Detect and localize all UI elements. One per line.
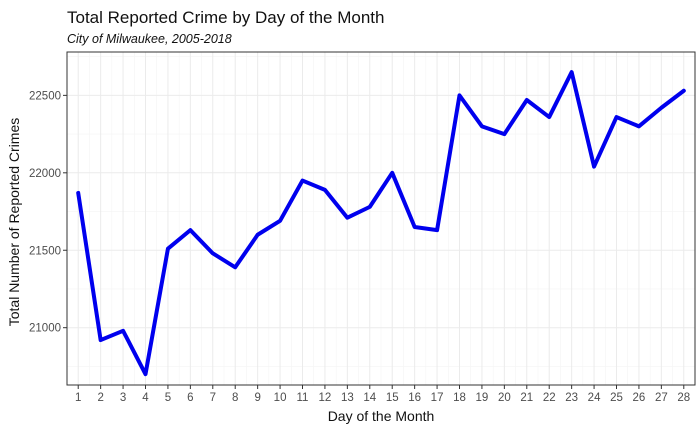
x-tick-label: 26 xyxy=(633,392,646,404)
x-tick-label: 28 xyxy=(677,392,690,404)
x-tick-label: 22 xyxy=(543,392,556,404)
x-tick-label: 4 xyxy=(142,392,149,404)
x-tick-label: 15 xyxy=(386,392,399,404)
y-tick-label: 21500 xyxy=(29,245,61,257)
plot-area xyxy=(66,51,696,386)
y-tick-label: 22500 xyxy=(29,90,61,102)
x-tick-label: 13 xyxy=(341,392,354,404)
x-tick-label: 7 xyxy=(210,392,216,404)
x-tick-label: 1 xyxy=(75,392,81,404)
x-tick-label: 19 xyxy=(476,392,489,404)
x-tick-label: 25 xyxy=(610,392,623,404)
minor-gridlines xyxy=(67,52,695,385)
x-axis-title: Day of the Month xyxy=(328,408,435,424)
x-tick-label: 10 xyxy=(274,392,287,404)
x-tick-label: 16 xyxy=(408,392,421,404)
x-tick-label: 2 xyxy=(97,392,103,404)
x-tick-label: 12 xyxy=(319,392,332,404)
x-tick-label: 20 xyxy=(498,392,511,404)
x-tick-label: 8 xyxy=(232,392,238,404)
x-tick-label: 17 xyxy=(431,392,444,404)
series-line xyxy=(76,70,686,377)
plot-border xyxy=(66,51,696,386)
x-tick-label: 6 xyxy=(187,392,193,404)
major-gridlines xyxy=(67,52,695,385)
y-tick-label: 21000 xyxy=(29,323,61,335)
x-tick-label: 14 xyxy=(363,392,376,404)
x-axis: 1 2 3 4 5 6 7 8 9 10 11 12 13 14 15 16 17 18 19 20 21 22 23 24 2… xyxy=(75,385,690,404)
x-tick-label: 9 xyxy=(254,392,260,404)
x-tick-label: 18 xyxy=(453,392,466,404)
y-tick-label: 22000 xyxy=(29,168,61,180)
x-tick-label: 24 xyxy=(588,392,601,404)
x-tick-label: 3 xyxy=(120,392,126,404)
x-tick-label: 11 xyxy=(297,392,309,404)
x-tick-label: 21 xyxy=(520,392,533,404)
x-tick-label: 5 xyxy=(165,392,171,404)
y-axis-title: Total Number of Reported Crimes xyxy=(6,118,22,327)
y-axis: 21000 21500 22000 22500 xyxy=(29,90,67,335)
x-tick-label: 27 xyxy=(655,392,668,404)
chart-subtitle: City of Milwaukee, 2005-2018 xyxy=(67,32,232,46)
chart-title: Total Reported Crime by Day of the Month xyxy=(67,8,384,27)
x-tick-label: 23 xyxy=(565,392,578,404)
